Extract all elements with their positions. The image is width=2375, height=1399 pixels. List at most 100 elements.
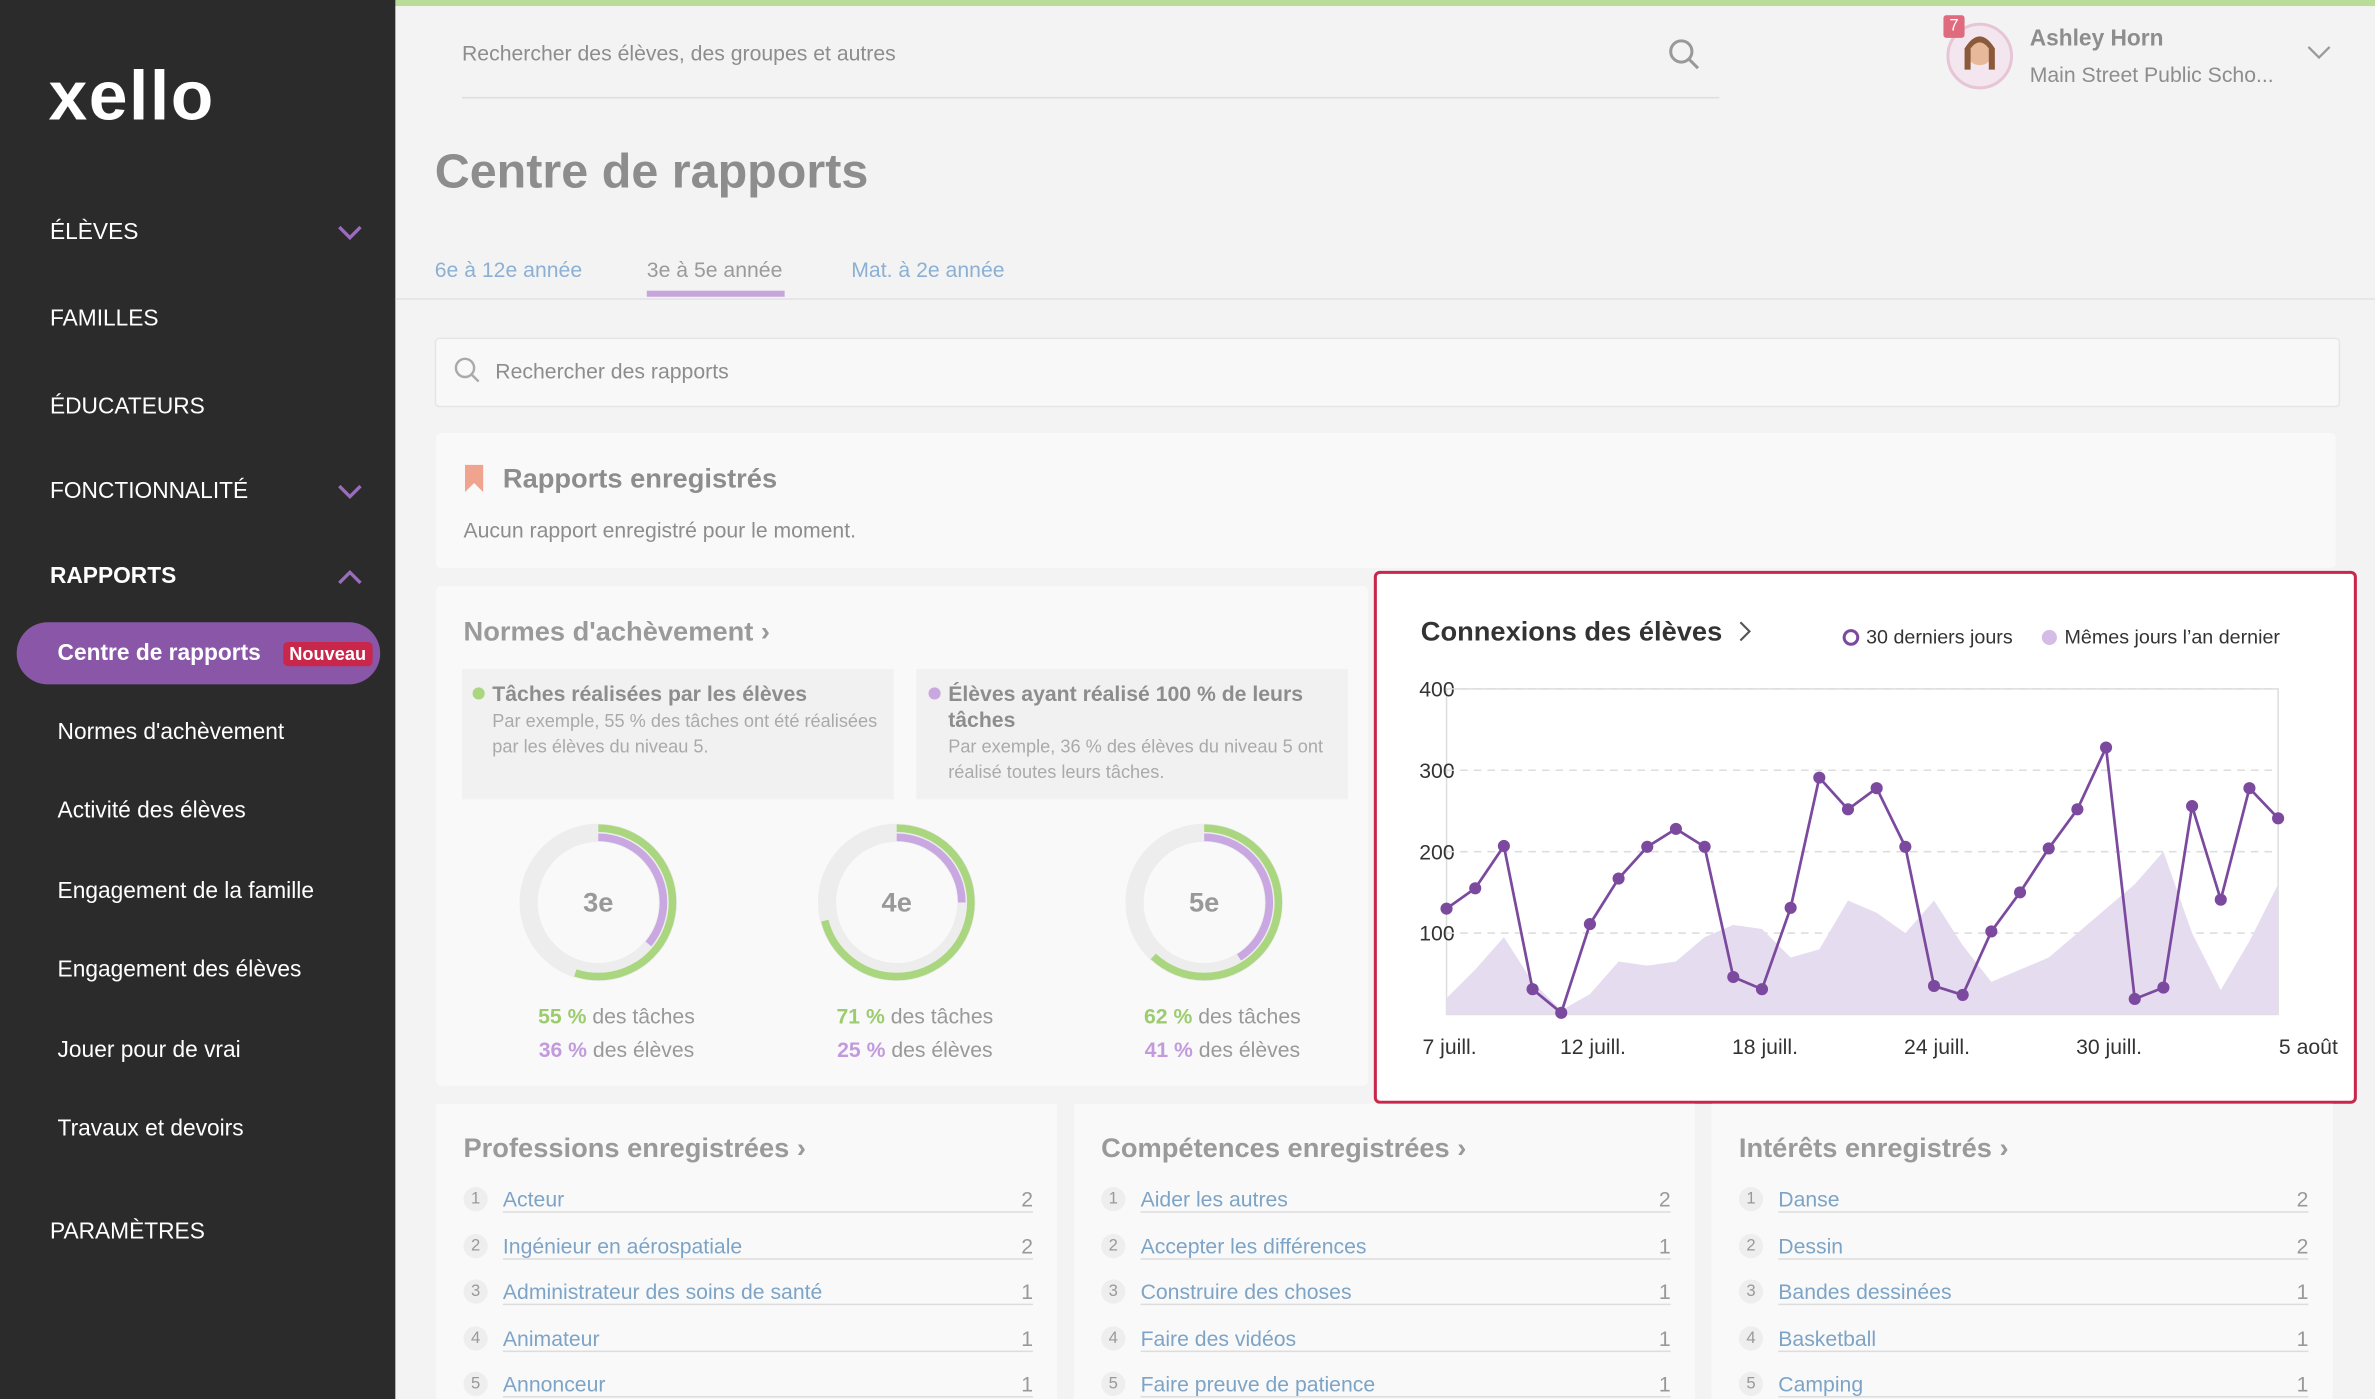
active-label[interactable]: Centre de rapports bbox=[57, 640, 261, 667]
menu-item[interactable]: RAPPORTS bbox=[49, 563, 177, 589]
x-tick-label: 12 juill. bbox=[1560, 1036, 1626, 1059]
x-tick-label: 5 août bbox=[2279, 1036, 2338, 1059]
list-count: 1 bbox=[1658, 1279, 1671, 1304]
point bbox=[1727, 970, 1740, 984]
menu-item[interactable]: ÉLÈVES bbox=[49, 219, 139, 246]
tab[interactable]: 6e à 12e année bbox=[434, 257, 583, 282]
list-name[interactable]: Accepter les différences bbox=[1140, 1233, 1671, 1260]
point bbox=[2186, 800, 2199, 813]
donut-arc bbox=[1126, 824, 1283, 981]
submenu-item[interactable]: Engagement des élèves bbox=[57, 957, 302, 983]
donut-track bbox=[1125, 823, 1283, 982]
point bbox=[1583, 918, 1596, 931]
donut-arc bbox=[529, 833, 668, 972]
list-name[interactable]: Danse bbox=[1778, 1187, 2309, 1213]
menu-chevron[interactable] bbox=[336, 224, 363, 242]
donut-text: des élèves bbox=[593, 1039, 694, 1062]
report-search-icon bbox=[454, 357, 480, 383]
menu-item[interactable]: FAMILLES bbox=[49, 305, 159, 332]
tab-underline bbox=[646, 290, 785, 297]
list-name[interactable]: Acteur bbox=[502, 1187, 1034, 1213]
list-title[interactable]: Compétences enregistrées › bbox=[1101, 1132, 1467, 1163]
point bbox=[1555, 1006, 1568, 1019]
list-name[interactable]: Aider les autres bbox=[1140, 1187, 1671, 1213]
list-name[interactable]: Faire preuve de patience bbox=[1140, 1372, 1671, 1399]
submenu-item[interactable]: Engagement de la famille bbox=[57, 877, 314, 904]
list-title[interactable]: Professions enregistrées › bbox=[463, 1132, 806, 1163]
submenu-item[interactable]: Jouer pour de vrai bbox=[57, 1036, 241, 1063]
donut-stat: 25 % des élèves bbox=[837, 1039, 993, 1062]
point bbox=[1469, 882, 1482, 895]
point bbox=[2214, 893, 2227, 906]
list-count: 1 bbox=[1021, 1326, 1034, 1351]
submenu-item[interactable]: Travaux et devoirs bbox=[57, 1115, 244, 1142]
page-title: Centre de rapports bbox=[434, 143, 869, 199]
point bbox=[1985, 925, 1998, 938]
sidebar: xello Centre de rapports Nouveau PARAMÈTR… bbox=[0, 0, 396, 1399]
user-menu-chevron[interactable] bbox=[2305, 42, 2332, 63]
list-count: 1 bbox=[1658, 1233, 1671, 1258]
list-card bbox=[436, 1103, 1058, 1399]
active-item[interactable]: Centre de rapports Nouveau bbox=[16, 622, 381, 685]
list-name[interactable]: Dessin bbox=[1778, 1233, 2309, 1260]
donut-pct: 62 % bbox=[1144, 1006, 1192, 1029]
list-name[interactable]: Camping bbox=[1778, 1372, 2309, 1399]
point bbox=[1526, 983, 1539, 996]
list-rank: 2 bbox=[1738, 1233, 1764, 1258]
list-name[interactable]: Faire des vidéos bbox=[1140, 1326, 1671, 1352]
list-name[interactable]: Bandes dessinées bbox=[1778, 1280, 2309, 1306]
logo[interactable]: xello bbox=[48, 56, 215, 135]
submenu-item[interactable]: Normes d'achèvement bbox=[57, 719, 285, 745]
list-title[interactable]: Intérêts enregistrés › bbox=[1738, 1132, 2009, 1163]
search-icon[interactable] bbox=[1666, 36, 1702, 72]
y-tick-label: 300 bbox=[1419, 760, 1454, 783]
report-search-box[interactable] bbox=[434, 337, 2341, 408]
list-count: 2 bbox=[1021, 1187, 1034, 1212]
donut-pct: 55 % bbox=[538, 1006, 586, 1029]
list-name[interactable]: Animateur bbox=[502, 1326, 1034, 1352]
divider bbox=[395, 298, 2375, 300]
list-count: 1 bbox=[1658, 1326, 1671, 1351]
donut-arc bbox=[1135, 833, 1274, 972]
list-name[interactable]: Administrateur des soins de santé bbox=[502, 1280, 1034, 1306]
tab[interactable]: Mat. à 2e année bbox=[851, 257, 1005, 282]
menu-item[interactable]: ÉDUCATEURS bbox=[49, 393, 205, 420]
menu-chevron[interactable] bbox=[336, 568, 363, 586]
norms-title[interactable]: Normes d'achèvement › bbox=[463, 616, 771, 647]
avatar[interactable] bbox=[1943, 15, 2016, 91]
menu-item[interactable]: FONCTIONNALITÉ bbox=[49, 478, 249, 505]
list-name[interactable]: Basketball bbox=[1778, 1326, 2309, 1352]
donut-text: des tâches bbox=[1198, 1006, 1301, 1029]
norms-title-text[interactable]: Normes d'achèvement bbox=[463, 616, 754, 647]
global-search[interactable]: Rechercher des élèves, des groupes et au… bbox=[461, 40, 896, 66]
point bbox=[2100, 741, 2113, 754]
list-card bbox=[1711, 1103, 2333, 1399]
report-search-placeholder[interactable]: Rechercher des rapports bbox=[495, 358, 729, 384]
y-tick-label: 200 bbox=[1419, 841, 1454, 864]
saved-empty: Aucun rapport enregistré pour le moment. bbox=[463, 517, 857, 543]
list-name[interactable]: Annonceur bbox=[502, 1372, 1034, 1399]
donut-stat: 41 % des élèves bbox=[1145, 1039, 1301, 1062]
legend-marker bbox=[1842, 629, 1860, 646]
settings[interactable]: PARAMÈTRES bbox=[49, 1218, 205, 1245]
donut-pct: 36 % bbox=[539, 1039, 587, 1062]
legend-title: Élèves ayant réalisé 100 % de leurs tâch… bbox=[948, 681, 1304, 732]
y-tick-label: 100 bbox=[1419, 923, 1454, 946]
point bbox=[1698, 840, 1711, 853]
submenu-item[interactable]: Activité des élèves bbox=[57, 798, 246, 825]
notification-count: 7 bbox=[1949, 16, 1959, 35]
donut-stat: 62 % des tâches bbox=[1144, 1006, 1301, 1029]
legend-text: Par exemple, 36 % des élèves du niveau 5… bbox=[948, 735, 1324, 783]
menu-chevron[interactable] bbox=[336, 483, 363, 501]
point bbox=[1497, 839, 1510, 853]
list-count: 1 bbox=[2296, 1326, 2309, 1351]
list-count: 1 bbox=[1021, 1279, 1034, 1304]
list-name[interactable]: Ingénieur en aérospatiale bbox=[502, 1233, 1034, 1260]
saved-title: Rapports enregistrés bbox=[502, 463, 778, 494]
tab-active[interactable]: 3e à 5e année bbox=[646, 257, 783, 282]
user-name[interactable]: Ashley Horn bbox=[2029, 25, 2164, 52]
list-name[interactable]: Construire des choses bbox=[1140, 1280, 1671, 1306]
donut-grade: 4e bbox=[882, 886, 912, 917]
